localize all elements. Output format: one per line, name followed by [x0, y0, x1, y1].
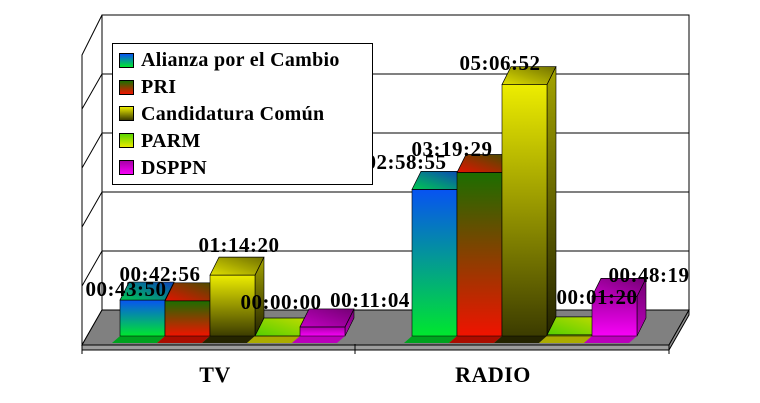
legend-swatch-pri — [119, 79, 134, 95]
bar-tv-series-1-bottom — [157, 336, 210, 343]
legend-item: Alianza por el Cambio — [119, 50, 368, 70]
data-label-tv-series-1: 00:42:56 — [120, 262, 201, 286]
legend-label: DSPPN — [141, 156, 207, 179]
legend-item: PARM — [119, 131, 368, 151]
bar-tv-series-2-bottom — [202, 336, 255, 343]
data-label-radio-series-2: 05:06:52 — [460, 51, 541, 75]
category-axis-ticks — [81, 344, 670, 354]
legend-swatch-candidatura-comun — [119, 106, 134, 122]
gridline — [81, 250, 103, 287]
legend-swatch-dsppn — [119, 160, 134, 176]
data-label-radio-series-0: 02:58:55 — [366, 150, 447, 174]
category-label-tv: TV — [199, 362, 231, 387]
side-wall-gridlines — [81, 73, 103, 287]
bar-radio-series-1-front — [456, 172, 503, 337]
bar-tv-series-0-bottom — [112, 336, 165, 343]
bar-radio-series-2-front — [501, 84, 548, 337]
bar-radio-series-2-bottom — [494, 336, 547, 343]
gridline — [81, 191, 103, 228]
legend-label: PARM — [141, 129, 201, 152]
data-label-tv-series-0: 00:43:50 — [86, 277, 167, 301]
category-label-radio: RADIO — [455, 362, 531, 387]
data-label-tv-series-3: 00:00:00 — [241, 290, 322, 314]
bar-tv-series-4-front — [299, 326, 346, 337]
gridline — [81, 132, 103, 169]
bar-tv-series-2-cap — [209, 256, 265, 276]
bar-radio-series-0-front — [411, 189, 458, 337]
gridline — [81, 73, 103, 110]
legend-item: DSPPN — [119, 158, 368, 178]
bar-radio-series-1-bottom — [449, 336, 502, 343]
data-label-radio-series-1: 03:19:29 — [412, 137, 493, 161]
legend-swatch-parm — [119, 133, 134, 149]
legend-item: PRI — [119, 77, 368, 97]
bar-tv-series-0-cap — [119, 281, 175, 301]
data-label-radio-series-3: 00:01:20 — [557, 285, 638, 309]
bar-tv-series-3-bottom — [247, 336, 300, 343]
legend: Alianza por el Cambio PRI Candidatura Co… — [112, 43, 373, 185]
bar-radio-series-4-bottom — [584, 336, 637, 343]
bars — [112, 66, 647, 343]
bar-radio-series-3-bottom — [539, 336, 592, 343]
legend-label: Candidatura Común — [141, 102, 325, 125]
bar-radio-series-4-cap — [591, 278, 647, 297]
bar-radio-series-2-cap — [501, 66, 557, 85]
bar-radio-series-2-side — [546, 66, 557, 337]
bar-radio-series-0-bottom — [404, 336, 457, 343]
bar-tv-series-4-bottom — [292, 336, 345, 343]
legend-item: Candidatura Común — [119, 104, 368, 124]
legend-swatch-alianza-por-el-cambio — [119, 52, 134, 68]
bar-tv-series-1-front — [164, 300, 211, 337]
bar-tv-series-0-front — [119, 299, 166, 337]
data-label-radio-series-4: 00:48:19 — [609, 263, 690, 287]
legend-label: Alianza por el Cambio — [141, 49, 340, 72]
data-label-tv-series-2: 01:14:20 — [199, 233, 280, 257]
data-label-tv-series-4: 00:11:04 — [330, 288, 410, 312]
floor-front — [81, 344, 670, 351]
bar-tv-series-4-cap — [299, 308, 355, 328]
legend-label: PRI — [141, 76, 177, 99]
